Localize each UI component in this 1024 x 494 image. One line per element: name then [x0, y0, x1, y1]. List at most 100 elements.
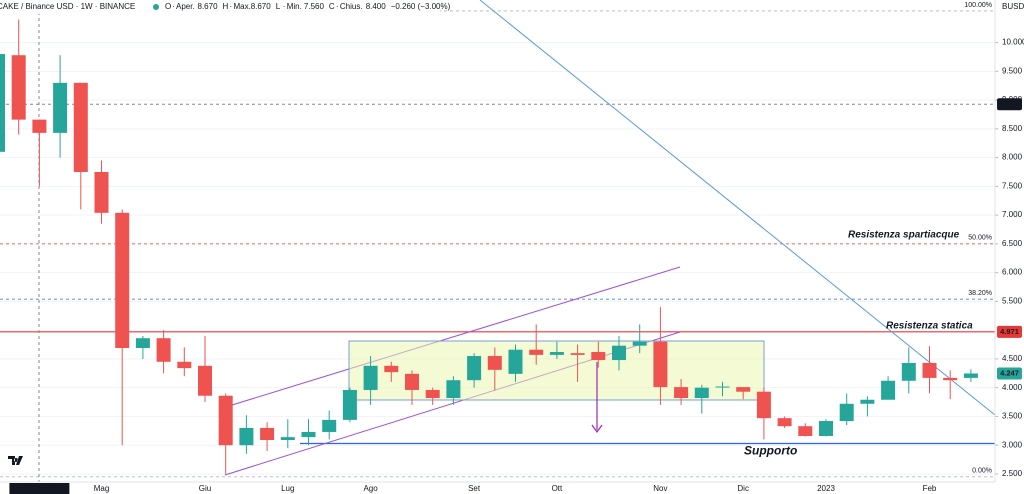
candle-body	[280, 437, 295, 441]
candle-body	[798, 426, 813, 436]
annotation: Resistenza spartiacque	[848, 230, 960, 241]
y-tick-label: 9.500	[1002, 66, 1023, 75]
x-tick-label: Lug	[281, 484, 294, 493]
ohlc-value: 8.670	[198, 2, 219, 11]
candle-body	[777, 418, 792, 427]
candle-body	[756, 391, 771, 419]
candle-body	[425, 389, 440, 399]
candle-body	[922, 362, 937, 378]
ohlc-value: 8.400	[366, 2, 387, 11]
candle-body	[694, 387, 709, 399]
ohlc-legend: O · Aper. 8.670 H · Max. 8.670 L · Min. 7.560 C · Chiu…	[165, 2, 451, 11]
candle-body	[653, 341, 668, 388]
candle-body	[570, 353, 585, 355]
fib-label: 50.00%	[968, 235, 992, 242]
tv-logo	[6, 452, 28, 468]
candle-body	[301, 431, 316, 438]
annotation: Resistenza statica	[886, 320, 973, 331]
candle-body	[198, 365, 212, 396]
ohlc-key: O	[165, 2, 171, 11]
y-tick-label: 8.000	[1002, 153, 1023, 162]
ohlc-sep: ·	[283, 2, 286, 11]
x-cursor-box	[9, 483, 70, 494]
candle-body	[342, 389, 357, 420]
candle-body	[549, 352, 564, 355]
candle-body	[819, 421, 833, 436]
y-tick-label: 6.500	[1002, 239, 1023, 248]
x-tick-label: Giu	[199, 484, 211, 493]
candle-body	[218, 395, 233, 446]
fib-label: 100.00%	[964, 2, 992, 9]
y-tick-label: 6.000	[1002, 268, 1023, 277]
candle-body	[260, 427, 275, 441]
plot-area: 100.00% 50.00% 38.20% 0.00%	[0, 2, 998, 478]
x-tick-label: Ago	[363, 484, 378, 493]
x-tick-label: Nov	[653, 484, 667, 493]
candle-body	[53, 82, 68, 133]
candle-body	[901, 362, 916, 381]
price-tag	[997, 367, 1022, 380]
candle-body	[508, 349, 523, 374]
channel-line	[231, 266, 681, 406]
y-tick-label: 2.500	[1002, 469, 1023, 478]
ohlc-key: H	[223, 2, 229, 11]
candle-body	[405, 373, 419, 390]
ohlc-value: 7.560	[304, 2, 325, 11]
ohlc-name: Chius.	[340, 2, 363, 11]
price-tag-label: 8.928	[1000, 99, 1019, 108]
candle-body	[239, 427, 254, 446]
candles	[0, 19, 978, 474]
y-tick-label: 7.500	[1002, 181, 1023, 190]
candle-body	[632, 341, 647, 346]
x-tick-label: lun 11 Apr '22	[15, 484, 64, 493]
overlay: Resistenza spartiacque Resistenza statica…	[744, 230, 973, 458]
candle-body	[363, 365, 378, 390]
candle-body	[384, 365, 399, 373]
y-tick-label: 3.000	[1002, 440, 1023, 449]
candle-body	[94, 171, 109, 213]
y-tick-label: 4.500	[1002, 354, 1023, 363]
x-tick-label: Set	[468, 484, 481, 493]
x-tick-label: Feb	[923, 484, 937, 493]
candle-body	[446, 380, 461, 399]
y-tick-label: 3.500	[1002, 412, 1023, 421]
candle-body	[943, 377, 958, 381]
candle-body	[736, 387, 751, 392]
candle-body	[963, 373, 978, 378]
x-tick-label: Ott	[552, 484, 563, 493]
ohlc-change: −0.260 (−3.00%)	[391, 2, 451, 11]
candle-body	[115, 212, 130, 348]
ohlc-value: 8.670	[251, 2, 272, 11]
candle-body	[467, 356, 482, 381]
y-tick-label: 5.500	[1002, 297, 1023, 306]
ohlc-key: L	[276, 2, 281, 11]
header-bg	[0, 0, 440, 14]
ohlc-sep: ·	[230, 2, 233, 11]
candle-body	[487, 356, 502, 370]
candle-body	[322, 419, 337, 432]
candle-body	[156, 338, 171, 362]
y-tick-label: 10.000	[1002, 38, 1024, 47]
candle-body	[715, 386, 730, 388]
x-tick-label: 2023	[817, 484, 835, 493]
candle-body	[881, 380, 896, 400]
y-tick-label: 7.000	[1002, 210, 1023, 219]
ohlc-name: Max.	[234, 2, 251, 11]
status-dot	[153, 4, 159, 10]
candle-body	[177, 361, 192, 369]
price-tag	[997, 325, 1022, 338]
y-tick-label: 8.500	[1002, 124, 1023, 133]
candle-body	[529, 349, 544, 355]
price-tag	[997, 98, 1022, 111]
y-tick-label: 4.000	[1002, 383, 1023, 392]
candle-body	[0, 54, 5, 152]
ohlc-sep: ·	[172, 2, 175, 11]
x-tick-label: Mag	[94, 484, 110, 493]
price-tag-label: 4.971	[1000, 327, 1019, 336]
ohlc-name: Min.	[287, 2, 302, 11]
price-tag-label: 4.247	[1000, 368, 1019, 377]
candle-body	[135, 338, 150, 348]
x-tick-label: Dic	[737, 484, 749, 493]
arrow-head	[591, 424, 603, 434]
